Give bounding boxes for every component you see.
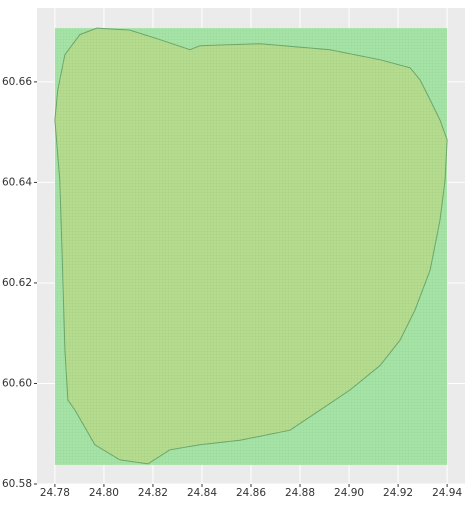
area-polygon-cells [54,28,448,464]
x-tick-label: 24.78 [40,487,70,499]
y-tick-label: 60.62 [2,277,32,289]
x-tick-label: 24.84 [187,487,217,499]
x-tick-label: 24.80 [89,487,119,499]
y-tick-label: 60.60 [2,377,32,389]
y-tick-label: 60.64 [2,176,32,188]
x-tick-label: 24.92 [383,487,413,499]
x-tick-label: 24.82 [138,487,168,499]
x-tick-label: 24.90 [334,487,364,499]
x-tick-label: 24.88 [285,487,315,499]
y-tick-label: 60.58 [2,478,32,490]
x-tick-label: 24.86 [236,487,266,499]
y-tick-label: 60.66 [2,76,32,88]
x-tick-label: 24.94 [432,487,462,499]
